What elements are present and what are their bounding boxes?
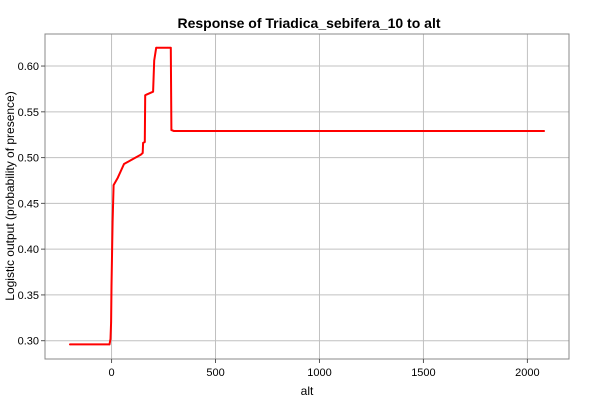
x-tick-label: 500 [206, 367, 224, 379]
data-point [123, 163, 125, 165]
y-tick-label: 0.55 [18, 107, 39, 119]
data-point [111, 220, 114, 223]
data-point [108, 343, 111, 346]
series-layer [69, 46, 545, 346]
data-point [112, 184, 115, 186]
y-tick-label: 0.30 [18, 336, 39, 348]
data-point [142, 142, 144, 144]
y-axis-ticks: 0.30 0.35 0.40 0.45 0.50 0.55 0.60 [18, 61, 45, 348]
plot-area [45, 34, 569, 359]
data-point [139, 154, 142, 156]
data-point [109, 338, 112, 340]
data-point [110, 321, 112, 324]
x-tick-label: 1500 [411, 367, 435, 379]
y-tick-label: 0.45 [18, 198, 39, 210]
data-point [166, 46, 169, 49]
x-axis-label: alt [301, 384, 314, 398]
data-point [117, 176, 119, 179]
data-point [131, 158, 134, 161]
chart-title: Response of Triadica_sebifera_10 to alt [178, 15, 441, 31]
y-tick-label: 0.50 [18, 153, 39, 165]
data-point [173, 130, 175, 132]
data-point [141, 152, 144, 154]
data-point [155, 46, 157, 49]
y-axis-label: Logistic output (probability of presence… [3, 91, 17, 300]
data-point [146, 93, 148, 96]
data-point [110, 285, 113, 287]
data-point [543, 130, 545, 132]
data-point [144, 94, 146, 97]
x-axis-ticks: 0 500 1000 1500 2000 [108, 359, 540, 379]
data-point [153, 59, 155, 62]
data-point [69, 343, 71, 346]
x-tick-label: 0 [108, 367, 114, 379]
data-point [170, 129, 173, 131]
plot-frame [44, 33, 570, 360]
data-point [144, 141, 146, 143]
y-tick-label: 0.40 [18, 244, 39, 256]
data-point [152, 90, 154, 93]
y-tick-label: 0.35 [18, 290, 39, 302]
x-tick-label: 1000 [307, 367, 331, 379]
grid-lines [45, 34, 569, 359]
y-tick-label: 0.60 [18, 61, 39, 73]
x-tick-label: 2000 [515, 367, 539, 379]
data-point [170, 46, 172, 49]
